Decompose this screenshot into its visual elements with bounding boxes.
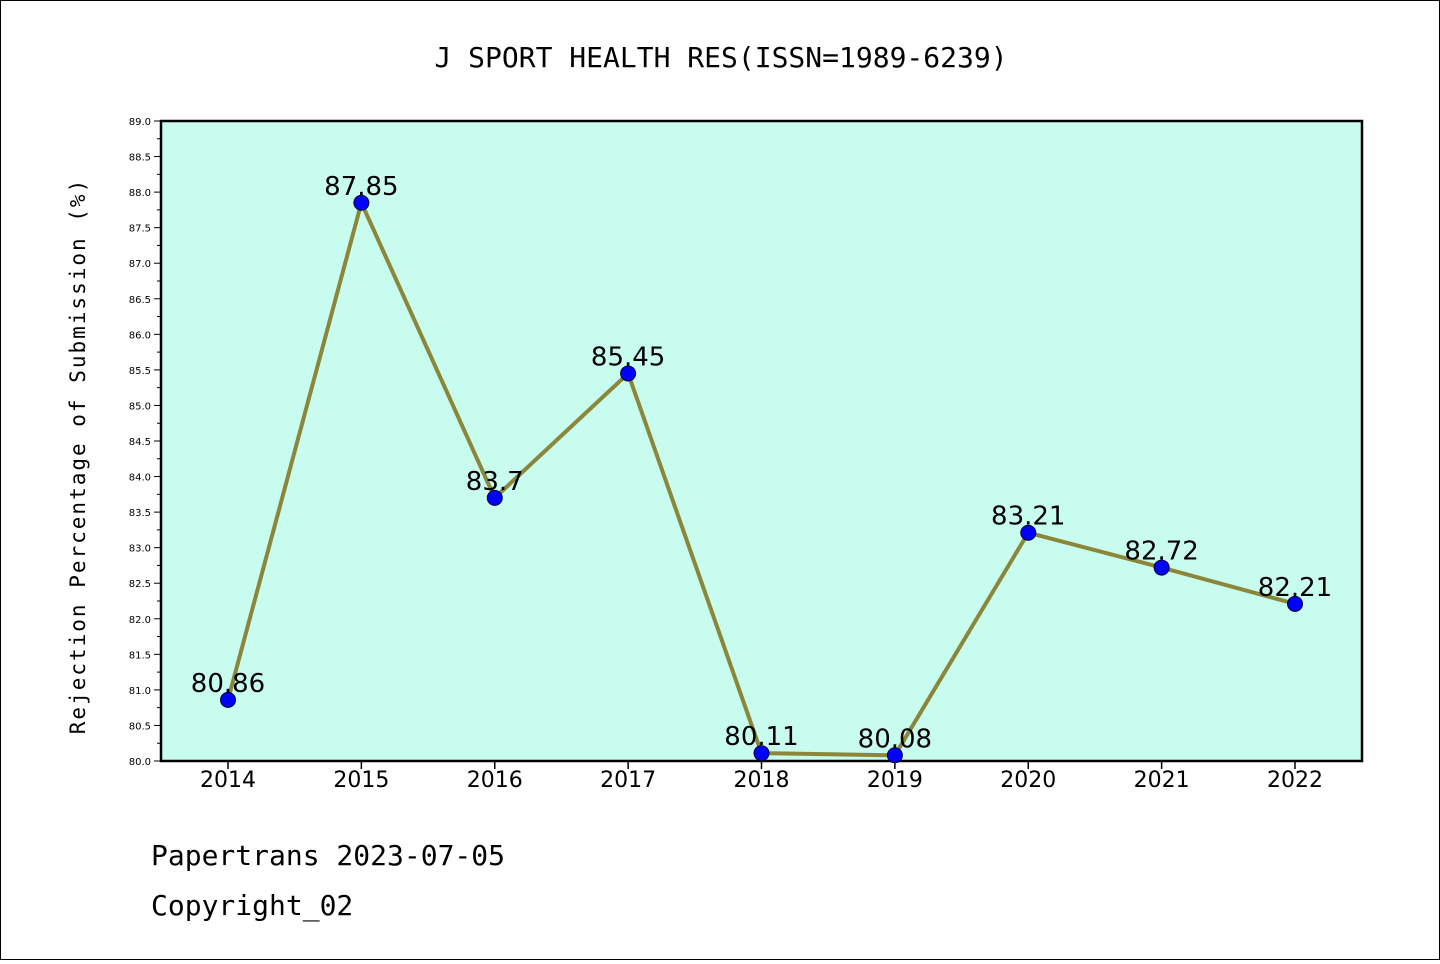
y-axis: 80.0 80.5 81.0 81.5 82.0 82.5 83.0 83.5 84.0 84.5… [129,117,161,768]
data-point [886,747,903,764]
data-label: 80.86 [191,669,265,699]
y-tick-label: 83.0 [129,544,151,555]
chart-title: J SPORT HEALTH RES(ISSN=1989-6239) [434,41,1007,74]
y-tick-label: 85.0 [129,401,151,412]
y-tick-label: 84.5 [129,437,151,448]
series-rejection [220,194,1303,764]
y-axis-label: Rejection Percentage of Submission (%) [66,178,90,734]
y-tick-label: 80.5 [129,721,151,732]
data-point [353,194,370,211]
x-tick-label: 2019 [867,768,923,793]
y-tick-label: 83.5 [129,508,151,519]
y-tick-label: 86.0 [129,330,151,341]
y-tick-label: 89.0 [129,117,151,128]
x-tick-label: 2022 [1267,768,1323,793]
data-point [1020,524,1037,541]
y-tick-label: 80.0 [129,757,151,768]
data-point [753,745,770,762]
y-tick-label: 84.0 [129,473,151,484]
y-tick-label: 88.0 [129,188,151,199]
y-tick-label: 86.5 [129,295,151,306]
data-label: 83.7 [466,467,524,497]
x-tick-label: 2017 [600,768,656,793]
data-label: 82.21 [1258,573,1332,603]
y-tick-label: 87.0 [129,259,151,270]
data-point [486,489,503,506]
data-point [220,691,236,708]
data-label: 80.08 [858,724,932,754]
data-point [620,365,637,382]
plot-area [159,119,1364,763]
footer-copyright: Copyright_02 [151,889,353,923]
y-tick-label: 82.5 [129,579,151,590]
footer-date: Papertrans 2023-07-05 [151,839,505,872]
x-axis: 2014 2015 2016 2017 2018 2019 2020 2021 2022 [200,761,1323,793]
y-tick-label: 82.0 [129,615,151,626]
data-point [1287,595,1303,612]
data-label: 87.85 [324,172,398,202]
y-tick-label: 85.5 [129,366,151,377]
y-tick-label: 88.5 [129,153,151,164]
data-label: 85.45 [591,342,665,372]
data-labels: 80.86 87.85 83.7 85.45 80.11 80.08 83.21 82.72 8… [191,172,1332,755]
y-tick-label: 81.5 [129,650,151,661]
y-tick-label: 87.5 [129,224,151,235]
x-tick-label: 2014 [200,768,256,793]
x-tick-label: 2018 [734,768,790,793]
data-label: 83.21 [991,502,1065,532]
x-tick-label: 2021 [1134,768,1190,793]
x-tick-label: 2015 [333,768,389,793]
x-tick-label: 2016 [467,768,523,793]
data-label: 80.11 [724,722,798,752]
data-label: 82.72 [1124,537,1198,567]
x-tick-label: 2020 [1000,768,1056,793]
data-point [1153,559,1170,576]
y-tick-label: 81.0 [129,686,151,697]
